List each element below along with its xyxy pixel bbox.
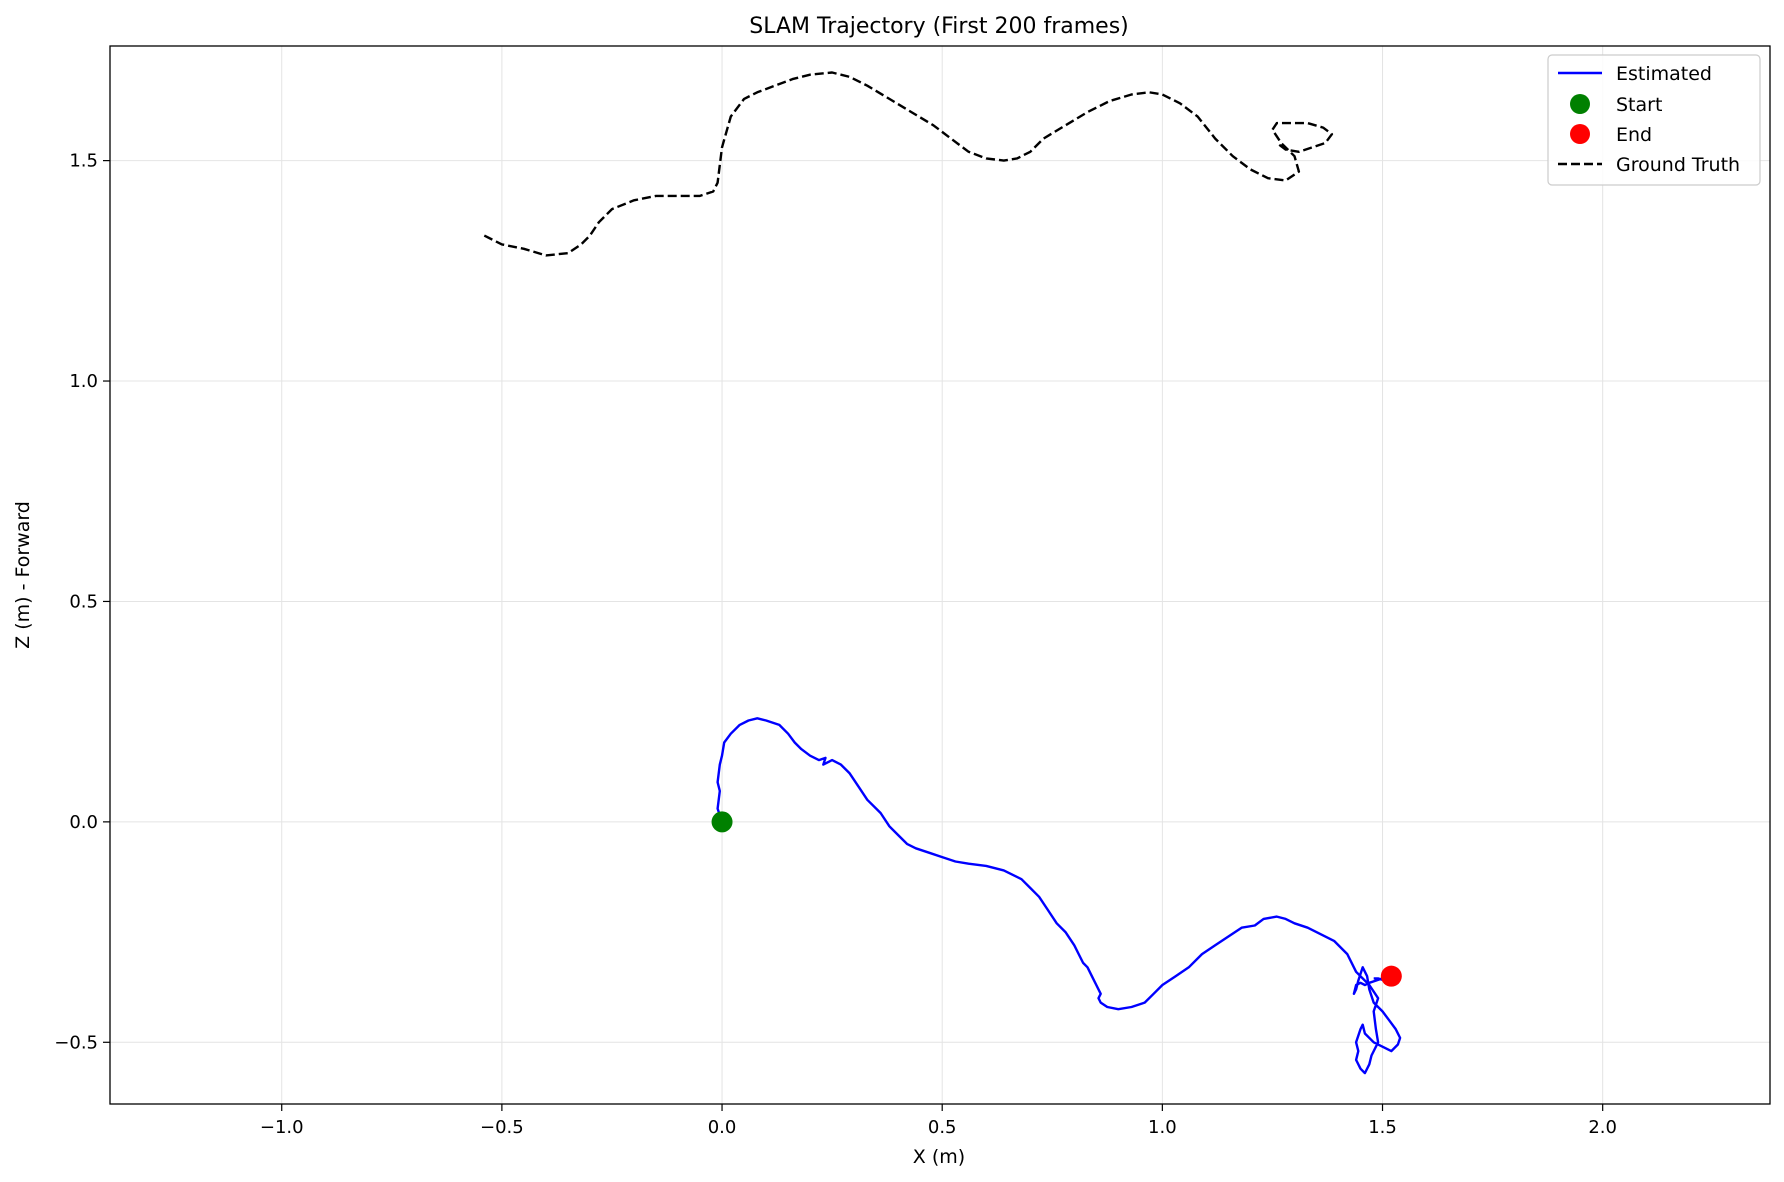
y-tick-label: −0.5 (54, 1032, 98, 1053)
legend-start-label: Start (1616, 94, 1662, 116)
y-axis-label: Z (m) - Forward (12, 501, 34, 649)
legend: Estimated Start End Ground Truth (1547, 54, 1761, 186)
x-tick-label: −1.0 (260, 1117, 304, 1138)
legend-start-marker (1570, 94, 1590, 114)
series-layer (483, 71, 1402, 1075)
legend-end-label: End (1616, 124, 1652, 146)
y-tick-label: 0.0 (69, 812, 98, 833)
marker-layer (711, 811, 1402, 987)
y-tick-label: 1.5 (69, 151, 98, 172)
legend-ground-truth-label: Ground Truth (1616, 154, 1740, 176)
plot-area-frame (109, 45, 1771, 1105)
start-marker (711, 811, 733, 833)
x-axis-label: X (m) (913, 1146, 965, 1168)
end-marker (1380, 965, 1402, 987)
x-tick-label: −0.5 (480, 1117, 524, 1138)
y-tick-label: 1.0 (69, 371, 98, 392)
grid-lines (110, 46, 1770, 1104)
x-tick-label: 1.5 (1368, 1117, 1397, 1138)
x-tick-label: 0.5 (928, 1117, 957, 1138)
chart-title: SLAM Trajectory (First 200 frames) (749, 14, 1129, 39)
estimated-series-line (716, 717, 1402, 1075)
legend-box (1547, 54, 1761, 186)
legend-estimated-label: Estimated (1616, 63, 1712, 85)
x-tick-label: 2.0 (1588, 1117, 1617, 1138)
x-tick-label: 0.0 (708, 1117, 737, 1138)
y-tick-label: 0.5 (69, 591, 98, 612)
y-axis-ticks: −0.5 0.0 0.5 1.0 1.5 (54, 151, 110, 1053)
legend-end-marker (1570, 124, 1590, 144)
ground-truth-series-line (483, 71, 1334, 257)
x-tick-label: 1.0 (1148, 1117, 1177, 1138)
x-axis-ticks: −1.0 −0.5 0.0 0.5 1.0 1.5 2.0 (260, 1104, 1617, 1138)
